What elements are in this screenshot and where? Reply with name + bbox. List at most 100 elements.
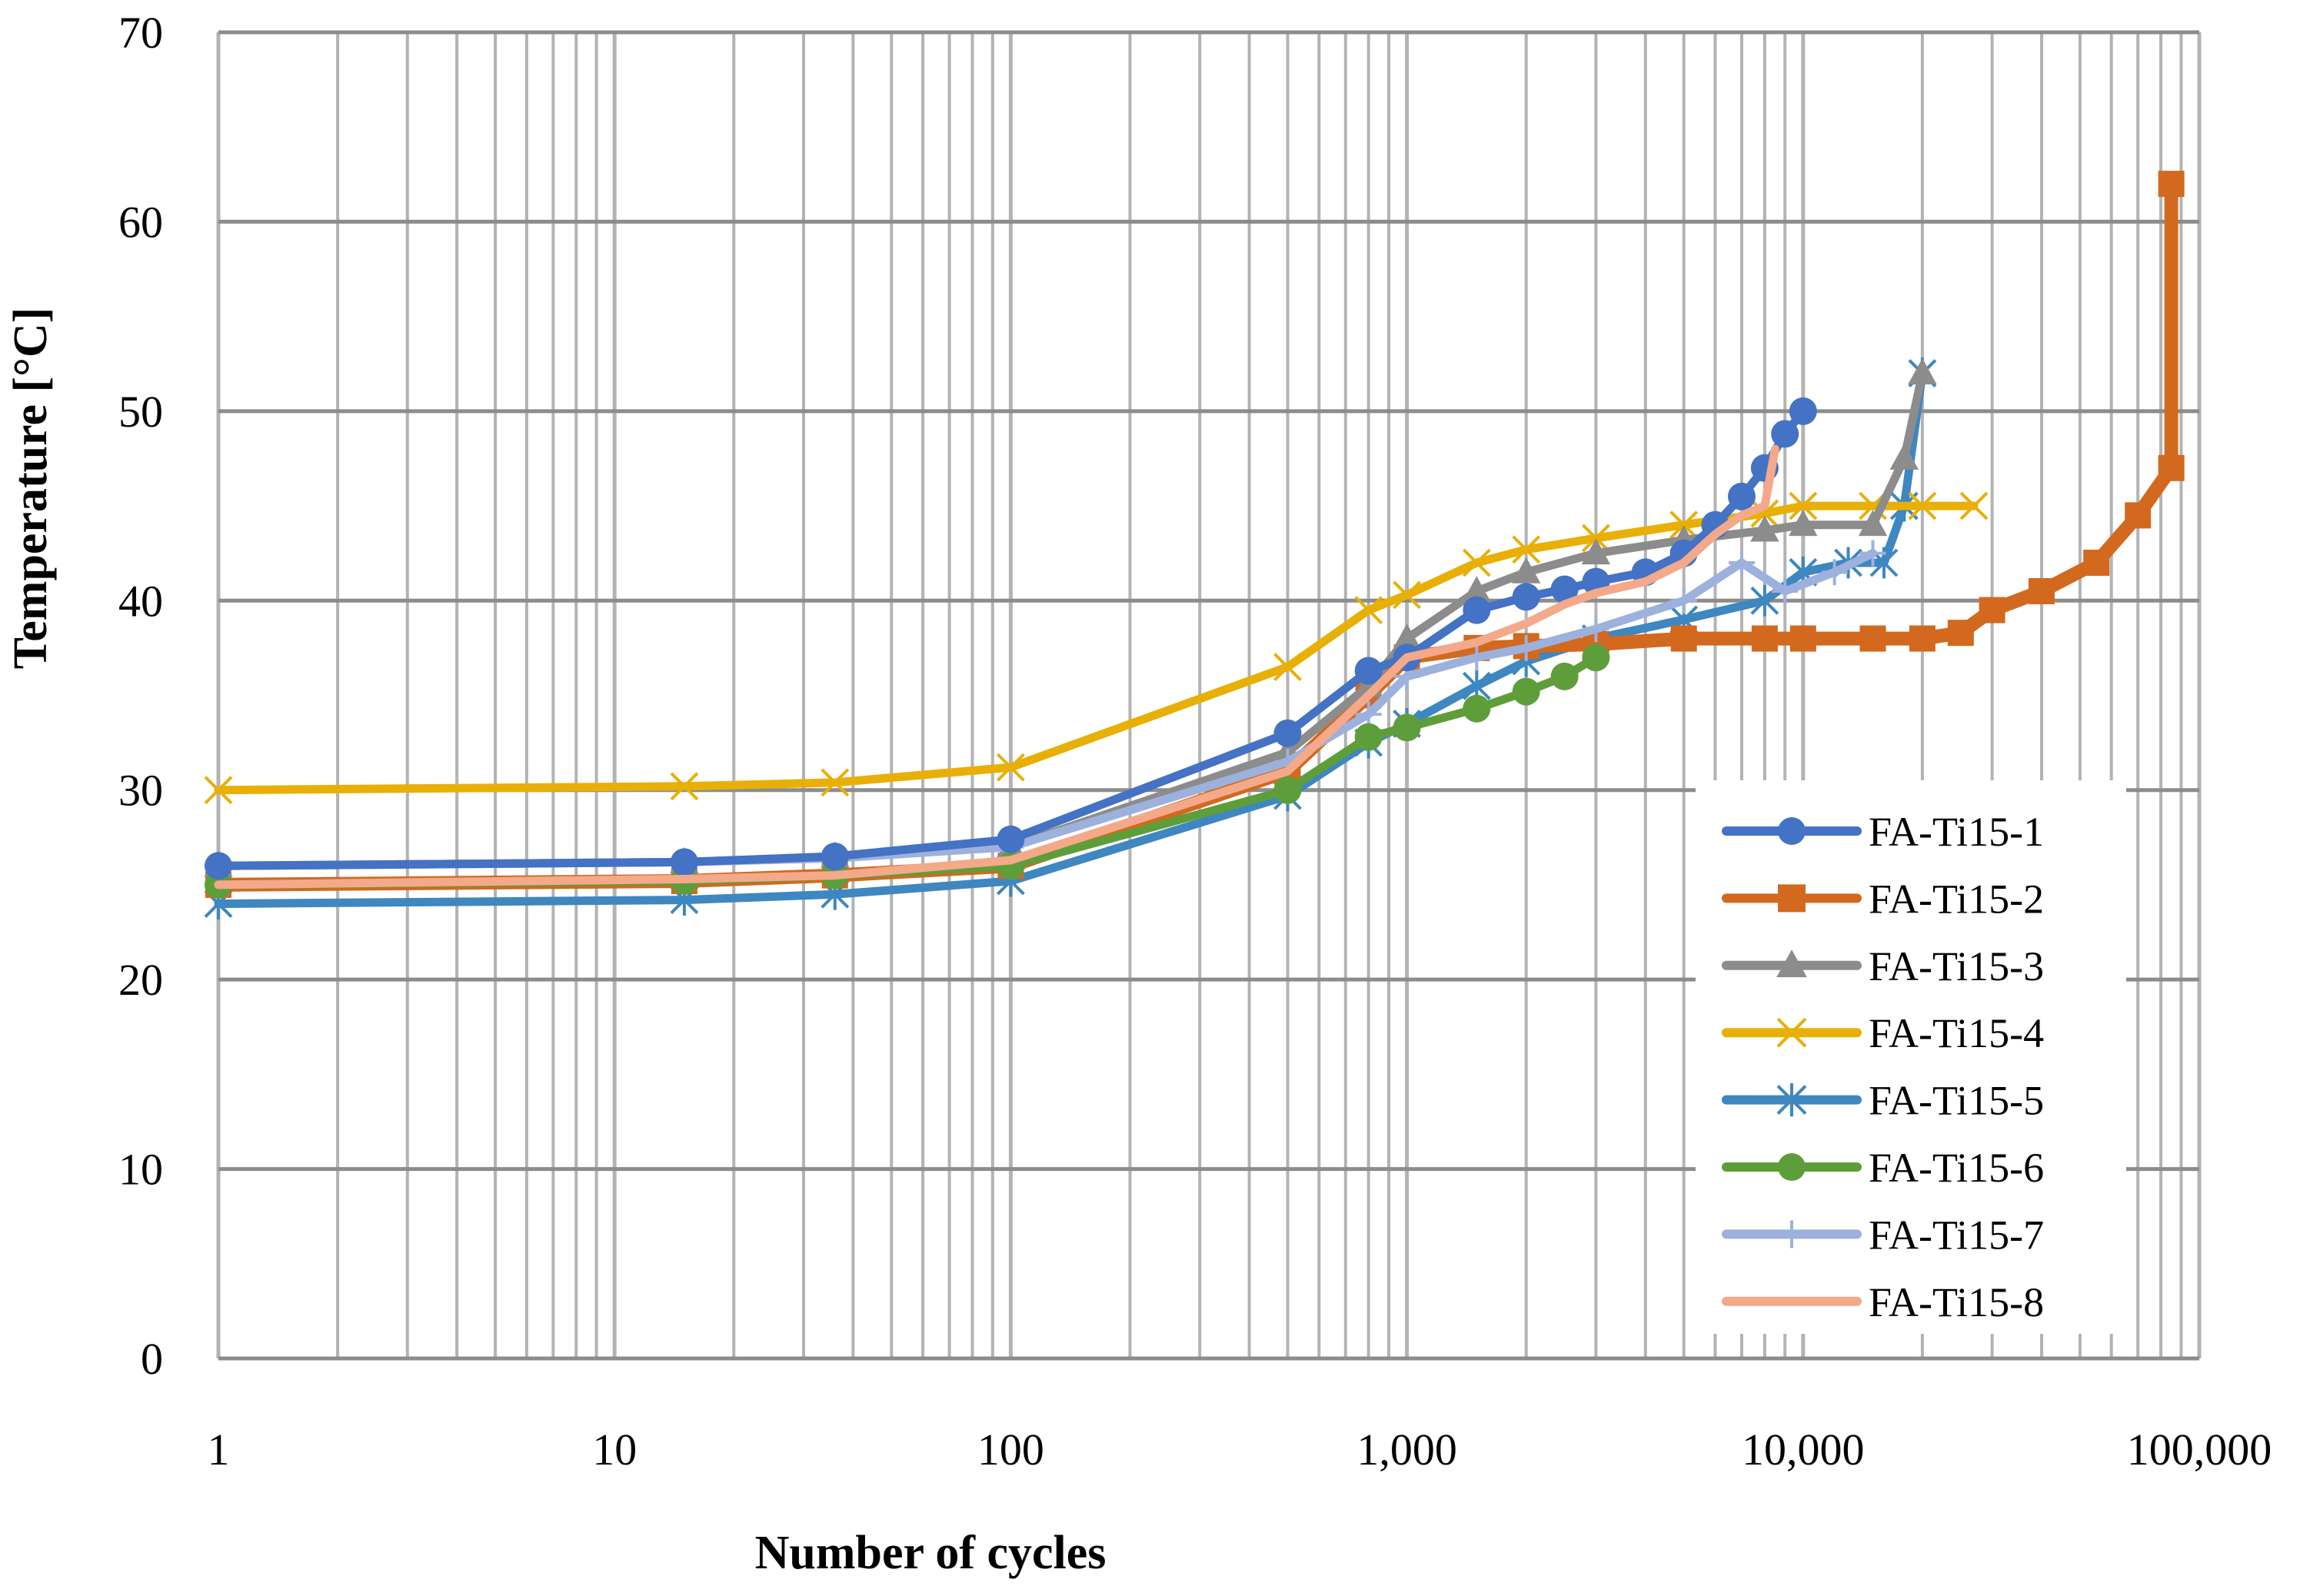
data-point <box>820 842 849 870</box>
data-point <box>1776 949 1807 978</box>
data-point <box>670 772 699 801</box>
data-point <box>1354 657 1383 685</box>
x-tick-label: 10 <box>592 1425 637 1475</box>
data-point <box>1583 616 1609 643</box>
data-point <box>1581 524 1610 553</box>
x-tick-label: 1,000 <box>1356 1425 1457 1475</box>
data-point <box>1511 557 1541 584</box>
data-point <box>1859 540 1886 567</box>
data-point <box>2083 550 2110 576</box>
data-point <box>1728 550 1755 576</box>
legend-label: FA-Ti15-6 <box>1869 1145 2044 1191</box>
y-tick-label: 30 <box>118 766 163 816</box>
data-point <box>1512 677 1540 706</box>
data-point <box>997 825 1025 853</box>
x-tick-label: 100,000 <box>2127 1425 2272 1475</box>
x-tick-label: 10,000 <box>1742 1425 1865 1475</box>
legend-item: FA-Ti15-7 <box>1722 1212 2044 1258</box>
data-point <box>1789 625 1816 652</box>
legend-label: FA-Ti15-3 <box>1869 943 2044 989</box>
data-point <box>1273 776 1302 804</box>
y-axis-title: Temperature [°C] <box>5 308 57 670</box>
data-point <box>1512 583 1540 611</box>
data-point <box>1776 1017 1807 1048</box>
data-point <box>1581 538 1611 565</box>
data-point <box>1273 653 1302 681</box>
data-point <box>1771 420 1799 448</box>
data-point <box>1908 358 1937 385</box>
series-group <box>204 171 2185 919</box>
data-point <box>2028 577 2055 604</box>
data-point <box>204 776 233 805</box>
series-FA-Ti15-8 <box>214 444 1779 889</box>
data-point <box>2158 171 2185 198</box>
x-tick-label: 100 <box>977 1425 1044 1475</box>
data-point <box>1750 499 1779 528</box>
data-point <box>1393 580 1422 610</box>
data-point <box>1778 817 1806 845</box>
data-point <box>1582 643 1610 672</box>
legend-label: FA-Ti15-7 <box>1869 1212 2044 1258</box>
data-point <box>1858 510 1888 537</box>
legend-item: FA-Ti15-3 <box>1722 943 2044 989</box>
data-point <box>1393 713 1421 742</box>
data-point <box>1947 620 1974 647</box>
axes: 1 10 100 1,000 10,000 100,000 0 10 20 30 40 50 60 70 <box>118 8 2272 1475</box>
data-point <box>1776 1083 1807 1117</box>
data-point <box>1512 535 1541 564</box>
legend-item: FA-Ti15-4 <box>1722 1010 2044 1056</box>
data-point <box>670 848 698 876</box>
data-point <box>1908 491 1937 520</box>
data-point <box>1789 491 1818 520</box>
data-point <box>1778 1220 1806 1249</box>
data-point <box>1354 596 1383 625</box>
data-point <box>1778 1153 1806 1181</box>
data-point <box>205 852 232 880</box>
legend-item: FA-Ti15-2 <box>1722 876 2044 922</box>
data-point <box>1859 625 1886 652</box>
y-tick-label: 70 <box>118 8 163 58</box>
data-point <box>2158 454 2185 481</box>
legend-label: FA-Ti15-5 <box>1869 1078 2044 1124</box>
data-point <box>1550 575 1579 603</box>
data-point <box>1462 576 1492 603</box>
x-tick-label: 1 <box>208 1425 230 1475</box>
data-point <box>1821 559 1848 586</box>
data-point <box>1670 587 1697 614</box>
y-tick-label: 20 <box>118 955 163 1005</box>
data-point <box>1463 644 1490 671</box>
data-point <box>1463 694 1491 723</box>
legend-label: FA-Ti15-4 <box>1869 1010 2044 1056</box>
data-point <box>1513 634 1539 661</box>
series-FA-Ti15-4 <box>204 491 1989 805</box>
x-axis-title: Number of cycles <box>755 1527 1107 1579</box>
data-point <box>1751 625 1778 652</box>
data-point <box>820 768 850 797</box>
data-point <box>1354 723 1383 751</box>
y-tick-label: 50 <box>118 387 163 437</box>
data-point <box>1462 548 1491 577</box>
data-point <box>1273 719 1302 747</box>
series-FA-Ti15-1 <box>205 397 1817 880</box>
data-point <box>1392 623 1422 650</box>
data-point <box>1789 510 1818 537</box>
data-point <box>1463 596 1491 624</box>
data-point <box>1909 625 1936 652</box>
data-point <box>1772 577 1799 604</box>
data-point <box>1550 662 1579 690</box>
data-point <box>1789 397 1817 425</box>
legend-item: FA-Ti15-1 <box>1722 809 2044 855</box>
data-point <box>1727 482 1756 510</box>
y-tick-label: 40 <box>118 576 163 626</box>
data-point <box>996 753 1025 782</box>
series-line <box>214 444 1779 889</box>
data-point <box>1979 597 2005 623</box>
legend-label: FA-Ti15-1 <box>1869 809 2044 855</box>
legend-item: FA-Ti15-8 <box>1722 1279 2044 1325</box>
series-line <box>214 501 1979 795</box>
data-point <box>1669 510 1699 540</box>
data-point <box>1889 443 1919 470</box>
legend-label: FA-Ti15-8 <box>1869 1279 2044 1325</box>
data-point <box>1670 625 1697 652</box>
